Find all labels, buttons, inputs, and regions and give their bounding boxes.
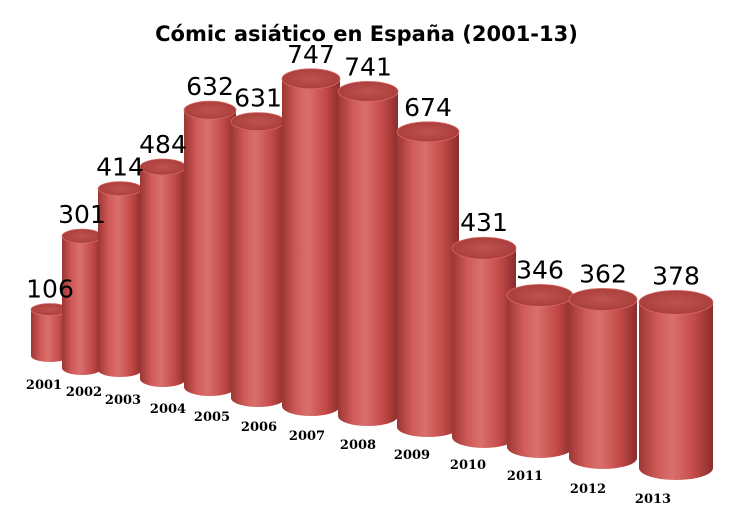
category-label: 2012 (570, 482, 606, 497)
category-label: 2010 (450, 458, 486, 473)
category-label: 2006 (241, 420, 277, 435)
bar-top (139, 158, 187, 176)
category-label: 2005 (194, 410, 230, 425)
value-label: 378 (652, 261, 700, 290)
bar-top (451, 236, 517, 260)
bar-2005 (183, 100, 237, 397)
bar-body (282, 78, 340, 417)
category-label: 2013 (635, 492, 671, 507)
bar-top (61, 228, 103, 244)
value-label: 484 (139, 130, 187, 159)
value-label: 346 (516, 255, 564, 284)
value-label: 301 (58, 200, 106, 229)
bar-2011 (506, 284, 574, 458)
bar-body (507, 295, 573, 458)
value-label: 631 (234, 84, 282, 113)
bar-2004 (139, 158, 187, 387)
bar-2002 (61, 228, 103, 375)
bar-top (638, 290, 714, 315)
value-label: 632 (186, 72, 234, 101)
bar-top (281, 68, 341, 90)
bar-2012 (568, 288, 638, 469)
bar-top (97, 181, 143, 197)
bar-2009 (396, 121, 460, 437)
value-label: 747 (287, 40, 335, 69)
value-label: 741 (344, 52, 392, 81)
bar-body (231, 121, 285, 407)
bar-body (62, 236, 102, 375)
category-label: 2003 (105, 393, 141, 408)
bar-body (397, 131, 459, 437)
category-label: 2001 (26, 378, 62, 393)
bar-body (184, 110, 236, 397)
chart-title: Cómic asiático en España (2001-13) (155, 22, 578, 46)
bar-2003 (97, 181, 143, 377)
bar-top (337, 81, 399, 102)
bar-body (31, 309, 69, 362)
bar-2007 (281, 68, 341, 417)
category-label: 2008 (340, 438, 376, 453)
bar-2010 (451, 236, 517, 448)
bar-body (140, 167, 186, 387)
bar-body (452, 248, 516, 448)
bar-body (338, 91, 398, 426)
bar-body (98, 188, 142, 377)
value-label: 431 (460, 208, 508, 237)
value-label: 414 (96, 153, 144, 182)
bar-top (230, 112, 286, 132)
bar-top (396, 121, 460, 143)
bar-top (183, 100, 237, 120)
bar-body (569, 299, 637, 469)
bar-top (506, 284, 574, 307)
bar-2001 (30, 303, 70, 362)
category-label: 2002 (66, 385, 102, 400)
category-label: 2011 (507, 469, 543, 484)
value-label: 106 (26, 275, 74, 304)
bar-2006 (230, 112, 286, 407)
bar-body (639, 302, 713, 480)
value-label: 362 (579, 259, 627, 288)
category-label: 2007 (289, 429, 325, 444)
value-label: 674 (404, 93, 452, 122)
category-label: 2004 (150, 402, 186, 417)
category-label: 2009 (394, 448, 430, 463)
bar-top (568, 288, 638, 311)
bar-2008 (337, 81, 399, 426)
bar-2013 (638, 290, 714, 480)
